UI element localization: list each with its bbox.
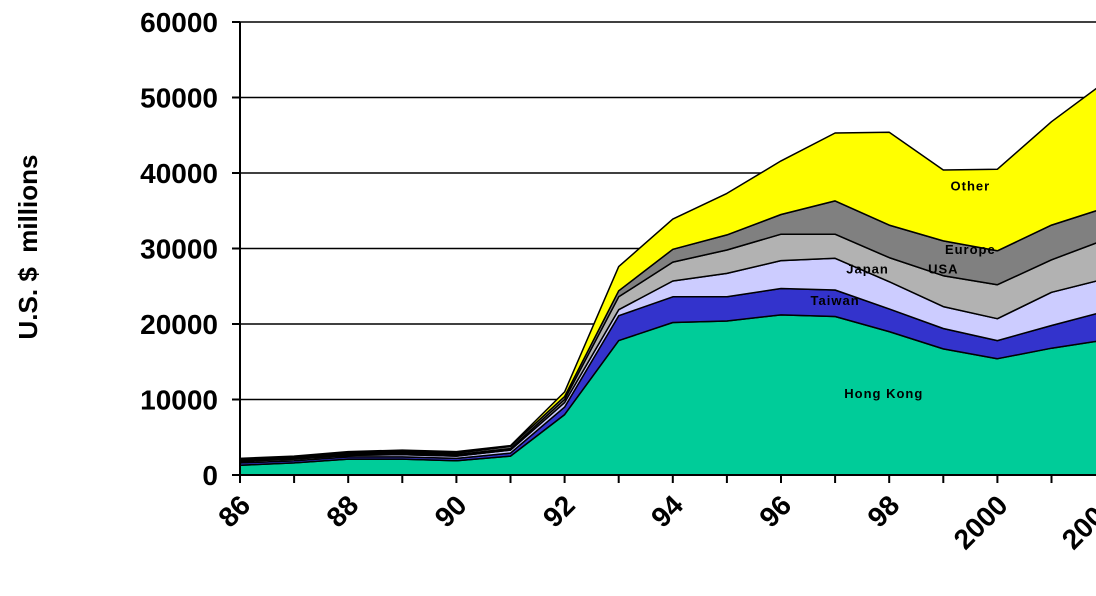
y-tick-label: 20000 — [140, 309, 218, 340]
y-tick-labels: 0 10000 20000 30000 40000 50000 60000 — [140, 7, 218, 491]
y-tick-label: 30000 — [140, 234, 218, 265]
x-tick-label: 2000 — [948, 489, 1014, 555]
y-tick-label: 60000 — [140, 7, 218, 38]
axes — [232, 21, 1096, 483]
series-label-other: Other — [951, 178, 991, 193]
x-tick-label: 94 — [645, 489, 689, 533]
series-label-taiwan: Taiwan — [811, 293, 860, 308]
series-label-japan: Japan — [846, 261, 889, 276]
area-series — [239, 87, 1096, 476]
y-tick-label: 50000 — [140, 83, 218, 114]
series-label-europe: Europe — [945, 242, 996, 257]
x-tick-label: 2002 — [1056, 489, 1096, 555]
x-tick-label: 98 — [861, 489, 905, 533]
x-tick-label: 92 — [537, 489, 581, 533]
series-labels: Hong Kong Taiwan Japan USA Europe Other — [811, 178, 996, 401]
x-tick-label: 96 — [753, 489, 797, 533]
x-tick-label: 88 — [320, 489, 364, 533]
x-tick-label: 86 — [212, 489, 256, 533]
y-tick-label: 0 — [202, 460, 218, 491]
x-tick-label: 90 — [429, 489, 473, 533]
x-tick-labels: 86 88 90 92 94 96 98 2000 2002 — [212, 489, 1096, 555]
series-label-usa: USA — [928, 261, 958, 276]
y-tick-label: 10000 — [140, 385, 218, 416]
area-other — [239, 87, 1096, 460]
y-axis-label: U.S. $ millions — [13, 155, 43, 340]
series-label-hong-kong: Hong Kong — [844, 386, 923, 401]
y-tick-label: 40000 — [140, 158, 218, 189]
